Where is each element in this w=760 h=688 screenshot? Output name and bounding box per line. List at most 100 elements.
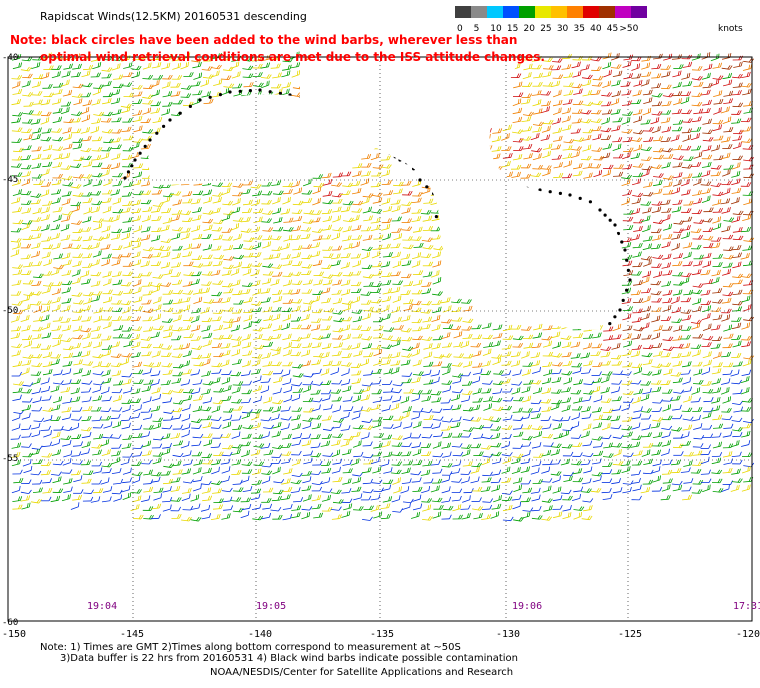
wind-barb bbox=[421, 237, 433, 242]
wind-barb bbox=[492, 357, 502, 365]
wind-barb bbox=[172, 469, 183, 475]
wind-barb bbox=[373, 433, 384, 438]
wind-barb bbox=[242, 180, 253, 186]
wind-barb bbox=[732, 340, 742, 348]
wind-barb bbox=[501, 370, 512, 376]
legend-tick-label: 0 bbox=[457, 24, 463, 34]
wind-barb bbox=[540, 106, 550, 114]
wind-barb bbox=[262, 241, 271, 249]
wind-barb bbox=[381, 434, 393, 440]
wind-barb bbox=[352, 200, 364, 206]
wind-barb bbox=[322, 452, 334, 457]
wind-barb bbox=[612, 323, 622, 332]
wind-barb bbox=[291, 70, 301, 78]
wind-barb bbox=[521, 511, 531, 519]
wind-barb bbox=[91, 416, 102, 422]
wind-barb bbox=[293, 187, 303, 195]
wind-barb bbox=[672, 404, 682, 411]
wind-barb bbox=[253, 216, 263, 223]
wind-barb bbox=[632, 172, 644, 178]
wind-barb bbox=[111, 214, 120, 223]
wind-barb bbox=[360, 300, 372, 305]
wind-barb bbox=[641, 295, 651, 303]
wind-barb bbox=[71, 128, 82, 134]
wind-barb bbox=[60, 223, 70, 232]
wind-barb bbox=[21, 222, 30, 231]
wind-barb bbox=[681, 225, 691, 231]
wind-barb bbox=[112, 279, 123, 286]
wind-barb bbox=[582, 101, 594, 107]
wind-barb bbox=[340, 279, 351, 286]
wind-barb bbox=[311, 295, 320, 303]
wind-barb bbox=[612, 117, 623, 123]
wind-barb bbox=[430, 376, 440, 385]
wind-barb bbox=[140, 143, 151, 150]
wind-barb bbox=[172, 399, 184, 405]
wind-barb bbox=[342, 385, 352, 393]
wind-barb bbox=[343, 242, 353, 250]
wind-barb bbox=[360, 495, 372, 501]
wind-barb bbox=[631, 63, 640, 71]
wind-barb bbox=[91, 461, 102, 467]
wind-barb bbox=[412, 371, 424, 376]
wind-barb bbox=[552, 486, 562, 494]
wind-barb bbox=[73, 156, 84, 162]
wind-barb bbox=[22, 118, 33, 124]
wind-barb bbox=[463, 360, 473, 368]
legend-swatch bbox=[551, 6, 567, 18]
wind-barb bbox=[31, 173, 43, 179]
wind-barb bbox=[381, 344, 393, 349]
wind-barb bbox=[550, 402, 560, 411]
wind-barb bbox=[172, 279, 183, 285]
wind-barb bbox=[380, 261, 391, 268]
contamination-dot bbox=[208, 95, 212, 99]
wind-barb bbox=[530, 379, 542, 385]
wind-barb bbox=[381, 359, 391, 366]
wind-barb bbox=[262, 306, 273, 313]
wind-barb bbox=[340, 252, 351, 259]
wind-barb bbox=[20, 314, 30, 322]
wind-barb bbox=[271, 430, 281, 438]
lon-label-130: -130 bbox=[496, 629, 520, 640]
wind-barb bbox=[291, 407, 303, 412]
wind-barb bbox=[351, 370, 362, 376]
wind-barb bbox=[92, 62, 102, 70]
wind-barb bbox=[81, 135, 92, 142]
wind-barb bbox=[732, 426, 744, 432]
wind-barb bbox=[482, 334, 493, 340]
wind-barb bbox=[520, 497, 531, 503]
wind-barb bbox=[50, 385, 60, 393]
wind-barb bbox=[91, 406, 102, 412]
wind-barb bbox=[201, 271, 213, 276]
wind-barb bbox=[332, 405, 342, 413]
wind-barb bbox=[282, 289, 293, 295]
wind-barb bbox=[353, 350, 363, 357]
lon-label-140: -140 bbox=[248, 629, 272, 640]
wind-barb bbox=[341, 316, 353, 322]
wind-barb bbox=[732, 459, 743, 465]
wind-barb bbox=[610, 354, 622, 360]
wind-barb bbox=[522, 507, 534, 512]
wind-barb bbox=[251, 252, 262, 257]
wind-barb bbox=[343, 406, 354, 412]
wind-barb bbox=[491, 354, 503, 359]
wind-barb bbox=[122, 378, 132, 385]
wind-barb bbox=[263, 406, 274, 412]
wind-barb bbox=[183, 459, 193, 466]
wind-barb bbox=[131, 215, 142, 222]
wind-barb bbox=[422, 504, 432, 512]
wind-barb bbox=[622, 136, 633, 143]
wind-barb bbox=[501, 344, 512, 350]
wind-barb bbox=[592, 75, 604, 81]
wind-barb bbox=[511, 466, 521, 474]
wind-barb bbox=[361, 418, 373, 423]
wind-barb bbox=[51, 288, 61, 296]
wind-barb bbox=[651, 206, 662, 213]
wind-barb bbox=[300, 333, 311, 339]
wind-barb bbox=[252, 82, 264, 88]
wind-barb bbox=[632, 308, 643, 314]
wind-barb bbox=[61, 70, 71, 78]
wind-barb bbox=[212, 399, 224, 405]
wind-barb bbox=[622, 480, 634, 485]
wind-barb bbox=[652, 399, 663, 404]
